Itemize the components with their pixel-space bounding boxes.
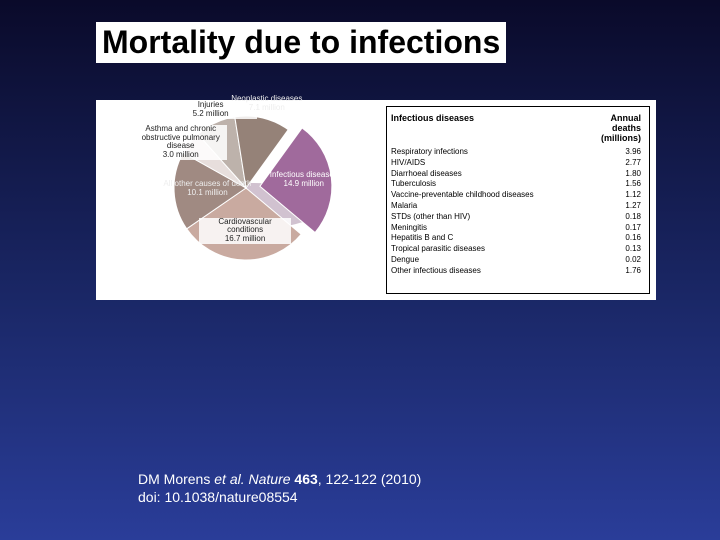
table-cell-value: 3.96: [583, 147, 641, 158]
table-cell-value: 1.12: [583, 190, 641, 201]
pie-chart: Cardiovascular conditions16.7 million All…: [96, 100, 386, 300]
table-cell-name: Diarrhoeal diseases: [391, 169, 583, 180]
citation-pages: , 122-122 (2010): [318, 471, 422, 487]
table-cell-name: Vaccine-preventable childhood diseases: [391, 190, 583, 201]
table-cell-name: Tuberculosis: [391, 179, 583, 190]
pie-slice-label: Cardiovascular conditions16.7 million: [199, 218, 291, 244]
citation-etal: et al.: [214, 471, 244, 487]
table-cell-name: Respiratory infections: [391, 147, 583, 158]
table-cell-value: 0.02: [583, 255, 641, 266]
table-cell-value: 0.17: [583, 223, 641, 234]
table-header-value: Annual deaths (millions): [583, 113, 641, 143]
table-cell-name: Hepatitis B and C: [391, 233, 583, 244]
table-cell-value: 0.16: [583, 233, 641, 244]
table-row: Meningitis0.17: [391, 223, 641, 234]
table-row: STDs (other than HIV)0.18: [391, 212, 641, 223]
pie-slice-label: Asthma and chronic obstructive pulmonary…: [135, 125, 227, 160]
table-row: Dengue0.02: [391, 255, 641, 266]
table-cell-name: STDs (other than HIV): [391, 212, 583, 223]
citation-doi: doi: 10.1038/nature08554: [138, 488, 421, 506]
table-header-category: Infectious diseases: [391, 113, 583, 143]
table-cell-value: 2.77: [583, 158, 641, 169]
table-body: Respiratory infections3.96HIV/AIDS2.77Di…: [391, 147, 641, 277]
slide-title: Mortality due to infections: [96, 22, 506, 63]
pie-slice-label: Infectious diseases14.9 million: [258, 171, 350, 189]
table-cell-name: Dengue: [391, 255, 583, 266]
table-cell-value: 0.13: [583, 244, 641, 255]
table-cell-value: 1.80: [583, 169, 641, 180]
table-cell-name: HIV/AIDS: [391, 158, 583, 169]
table-row: Respiratory infections3.96: [391, 147, 641, 158]
table-row: HIV/AIDS2.77: [391, 158, 641, 169]
table-row: Tuberculosis1.56: [391, 179, 641, 190]
citation: DM Morens et al. Nature 463, 122-122 (20…: [138, 470, 421, 506]
table-row: Hepatitis B and C0.16: [391, 233, 641, 244]
table-cell-name: Malaria: [391, 201, 583, 212]
slide: Mortality due to infections Cardiovascul…: [0, 0, 720, 540]
table-cell-value: 1.56: [583, 179, 641, 190]
table-row: Vaccine-preventable childhood diseases1.…: [391, 190, 641, 201]
table-cell-name: Tropical parasitic diseases: [391, 244, 583, 255]
table-header: Infectious diseases Annual deaths (milli…: [391, 113, 641, 143]
table-cell-value: 1.76: [583, 266, 641, 277]
table-cell-name: Meningitis: [391, 223, 583, 234]
citation-author: DM Morens: [138, 471, 210, 487]
pie-slice-label: Neoplastic diseases7.1 million: [221, 95, 313, 113]
table-row: Malaria1.27: [391, 201, 641, 212]
table-cell-name: Other infectious diseases: [391, 266, 583, 277]
table-cell-value: 1.27: [583, 201, 641, 212]
table-cell-value: 0.18: [583, 212, 641, 223]
figure: Cardiovascular conditions16.7 million All…: [96, 100, 656, 300]
disease-table: Infectious diseases Annual deaths (milli…: [386, 106, 650, 294]
citation-journal: Nature: [249, 471, 291, 487]
citation-volume: 463: [294, 471, 317, 487]
pie-slice-label: All other causes of death10.1 million: [161, 180, 253, 198]
table-row: Tropical parasitic diseases0.13: [391, 244, 641, 255]
table-row: Other infectious diseases1.76: [391, 266, 641, 277]
table-row: Diarrhoeal diseases1.80: [391, 169, 641, 180]
